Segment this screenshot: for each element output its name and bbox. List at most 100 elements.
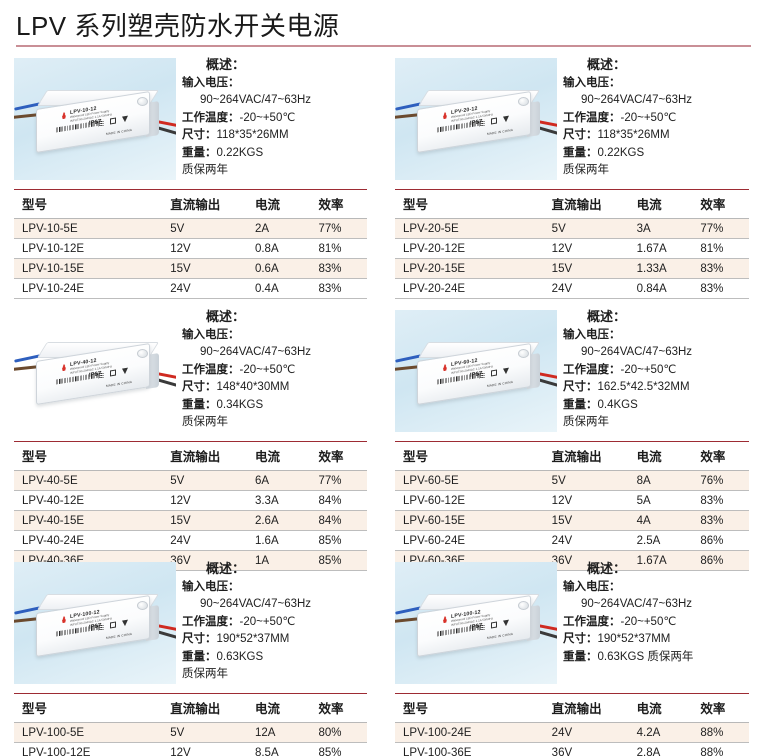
table-row[interactable]: LPV-10-24E 24V 0.4A 83% bbox=[14, 278, 367, 299]
table-header-row: 型号 直流输出 电流 效率 bbox=[14, 693, 367, 723]
warranty: 质保两年 bbox=[182, 668, 228, 680]
table-row[interactable]: LPV-100-5E 5V 12A 80% bbox=[14, 722, 367, 743]
table-cell: LPV-10-24E bbox=[14, 278, 163, 299]
table-row[interactable]: LPV-20-15E 15V 1.33A 83% bbox=[395, 258, 749, 279]
product-summary: LPV-10-12 Waterproof LED Power Supply INPU… bbox=[14, 50, 367, 183]
table-cell: LPV-100-24E bbox=[395, 722, 544, 743]
table-cell: 85% bbox=[310, 530, 367, 551]
table-row[interactable]: LPV-10-15E 15V 0.6A 83% bbox=[14, 258, 367, 279]
triangle-symbol-icon bbox=[503, 115, 509, 123]
warranty: 质保两年 bbox=[563, 416, 609, 428]
column-header: 电流 bbox=[628, 441, 693, 471]
column-header: 直流输出 bbox=[162, 189, 247, 219]
table-cell: 15V bbox=[543, 258, 629, 279]
table-row[interactable]: LPV-40-24E 24V 1.6A 85% bbox=[14, 530, 367, 551]
table-cell: 24V bbox=[162, 530, 247, 551]
led-driver-illustration: LPV-10-12 Waterproof LED Power Supply INPU… bbox=[14, 88, 176, 154]
weight: 重量：0.34KGS bbox=[182, 398, 264, 411]
column-header: 效率 bbox=[310, 189, 367, 219]
table-row[interactable]: LPV-40-12E 12V 3.3A 84% bbox=[14, 490, 367, 511]
dimensions: 尺寸：162.5*42.5*32MM bbox=[563, 381, 690, 393]
table-row[interactable]: LPV-60-24E 24V 2.5A 86% bbox=[395, 530, 749, 551]
table-cell: LPV-40-24E bbox=[14, 530, 163, 551]
column-header: 效率 bbox=[310, 693, 367, 723]
table-cell: 83% bbox=[692, 278, 749, 299]
table-cell: LPV-100-12E bbox=[14, 742, 163, 756]
table-cell: 5V bbox=[162, 470, 247, 491]
product-photo: LPV-10-12 Waterproof LED Power Supply INPU… bbox=[14, 58, 176, 180]
square-symbol-icon bbox=[110, 621, 116, 629]
table-header-row: 型号 直流输出 电流 效率 bbox=[395, 441, 749, 471]
product-specs: 概述： 输入电压： 90~264VAC/47~63Hz 工作温度：-20~+50℃ 尺寸… bbox=[563, 554, 749, 687]
table-row[interactable]: LPV-60-5E 5V 8A 76% bbox=[395, 470, 749, 491]
column-header: 直流输出 bbox=[543, 693, 629, 723]
table-row[interactable]: LPV-20-24E 24V 0.84A 83% bbox=[395, 278, 749, 299]
column-header: 型号 bbox=[395, 693, 544, 723]
column-header: 电流 bbox=[628, 693, 693, 723]
table-row[interactable]: LPV-100-36E 36V 2.8A 88% bbox=[395, 742, 749, 756]
table-row[interactable]: LPV-60-15E 15V 4A 83% bbox=[395, 510, 749, 531]
table-cell: 6A bbox=[246, 470, 311, 491]
driver-end-cap-icon bbox=[137, 97, 148, 106]
table-cell: 1.67A bbox=[628, 238, 693, 259]
table-cell: 88% bbox=[692, 722, 749, 743]
dimensions: 尺寸：148*40*30MM bbox=[182, 381, 290, 393]
table-cell: 12V bbox=[543, 490, 629, 511]
product-photo: LPV-40-12 Waterproof LED Power Supply INPU… bbox=[14, 310, 176, 432]
table-cell: LPV-10-5E bbox=[14, 218, 163, 239]
column-header: 电流 bbox=[246, 189, 311, 219]
page-title: LPV 系列塑壳防水开关电源 bbox=[16, 11, 340, 41]
led-driver-illustration: LPV-60-12 Waterproof LED Power Supply INPU… bbox=[395, 340, 557, 406]
table-row[interactable]: LPV-100-12E 12V 8.5A 85% bbox=[14, 742, 367, 756]
table-cell: 83% bbox=[692, 510, 749, 531]
table-row[interactable]: LPV-100-24E 24V 4.2A 88% bbox=[395, 722, 749, 743]
table-row[interactable]: LPV-40-15E 15V 2.6A 84% bbox=[14, 510, 367, 531]
table-row[interactable]: LPV-20-12E 12V 1.67A 81% bbox=[395, 238, 749, 259]
table-cell: 77% bbox=[692, 218, 749, 239]
wave-symbol-icon bbox=[479, 119, 485, 127]
triangle-symbol-icon bbox=[122, 115, 128, 123]
dimensions: 尺寸：118*35*26MM bbox=[182, 129, 289, 141]
table-row[interactable]: LPV-60-12E 12V 5A 83% bbox=[395, 490, 749, 511]
led-driver-illustration: LPV-100-12 Waterproof LED Power Supply INP… bbox=[395, 592, 557, 658]
table-cell: 2.5A bbox=[628, 530, 693, 551]
input-voltage-label: 输入电压： bbox=[182, 580, 240, 593]
product-specs: 概述： 输入电压： 90~264VAC/47~63Hz 工作温度：-20~+50℃ 尺寸… bbox=[182, 302, 367, 435]
driver-end-cap-icon bbox=[518, 601, 529, 610]
column-header: 直流输出 bbox=[162, 441, 247, 471]
table-cell: 77% bbox=[310, 218, 367, 239]
table-cell: 2.8A bbox=[628, 742, 693, 756]
table-cell: LPV-20-5E bbox=[395, 218, 544, 239]
table-cell: 1.67A bbox=[628, 550, 693, 571]
operating-temperature: 工作温度：-20~+50℃ bbox=[563, 111, 677, 124]
table-cell: 24V bbox=[543, 722, 629, 743]
square-symbol-icon bbox=[110, 117, 116, 125]
table-cell: 15V bbox=[162, 510, 247, 531]
table-row[interactable]: LPV-10-12E 12V 0.8A 81% bbox=[14, 238, 367, 259]
input-voltage-label: 输入电压： bbox=[182, 76, 240, 89]
table-row[interactable]: LPV-20-5E 5V 3A 77% bbox=[395, 218, 749, 239]
table-cell: 2.6A bbox=[246, 510, 311, 531]
triangle-symbol-icon bbox=[503, 619, 509, 627]
table-cell: LPV-60-12E bbox=[395, 490, 544, 511]
overview-heading: 概述： bbox=[587, 57, 627, 72]
flame-logo-icon bbox=[442, 363, 448, 371]
column-header: 电流 bbox=[246, 441, 311, 471]
led-driver-illustration: LPV-100-12 Waterproof LED Power Supply INP… bbox=[14, 592, 176, 658]
column-header: 型号 bbox=[14, 693, 163, 723]
table-cell: 3A bbox=[628, 218, 693, 239]
column-header: 型号 bbox=[395, 441, 544, 471]
table-cell: LPV-100-36E bbox=[395, 742, 544, 756]
triangle-symbol-icon bbox=[503, 367, 509, 375]
table-row[interactable]: LPV-40-5E 5V 6A 77% bbox=[14, 470, 367, 491]
table-row[interactable]: LPV-10-5E 5V 2A 77% bbox=[14, 218, 367, 239]
dimensions: 尺寸：118*35*26MM bbox=[563, 129, 670, 141]
table-cell: 81% bbox=[692, 238, 749, 259]
table-cell: 84% bbox=[310, 510, 367, 531]
overview-heading: 概述： bbox=[587, 561, 627, 576]
triangle-symbol-icon bbox=[122, 619, 128, 627]
input-voltage-label: 输入电压： bbox=[563, 580, 621, 593]
table-cell: 8.5A bbox=[246, 742, 311, 756]
driver-end-cap-icon bbox=[518, 97, 529, 106]
table-cell: LPV-20-12E bbox=[395, 238, 544, 259]
